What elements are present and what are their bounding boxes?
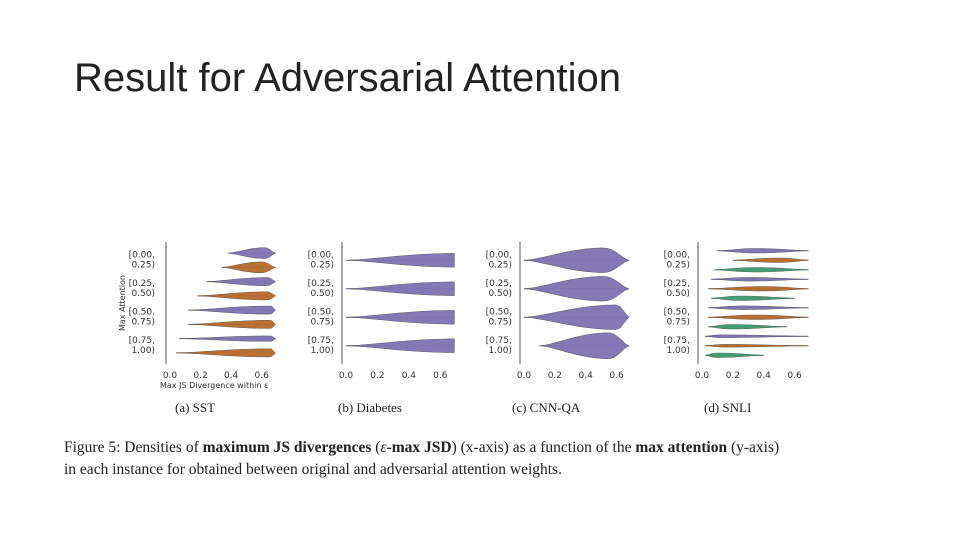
violin-orange	[176, 348, 276, 358]
violin-purple	[711, 277, 809, 282]
violin-purple	[523, 247, 630, 273]
subcaption-diabetes: (b) Diabetes	[338, 400, 402, 415]
y-tick-label: [0.25, 0.50)	[308, 279, 334, 299]
violin-green	[711, 295, 795, 301]
y-tick-label: [0.75, 1.00)	[486, 336, 512, 356]
x-tick-label: 0.4	[579, 371, 594, 381]
violin-purple	[179, 335, 276, 342]
y-tick-label: [0.25, 0.50)	[486, 279, 512, 299]
x-tick-label: 0.0	[695, 371, 710, 381]
figure-caption: Figure 5: Densities of maximum JS diverg…	[64, 437, 894, 481]
caption-text-2: (	[371, 439, 381, 456]
violin-orange	[708, 314, 809, 320]
caption-epsilon: ε	[380, 439, 387, 456]
subcaption-sst: (a) SST	[175, 400, 216, 415]
y-tick-label: [0.00, 0.25)	[486, 250, 512, 270]
violin-purple	[345, 310, 455, 325]
y-tick-label: [0.25, 0.50)	[129, 279, 155, 299]
y-tick-label: [0.00, 0.25)	[308, 250, 334, 270]
y-tick-label: [0.75, 1.00)	[664, 336, 690, 356]
violin-purple	[717, 248, 809, 254]
violin-orange	[188, 320, 276, 329]
x-tick-label: 0.6	[433, 371, 448, 381]
violin-purple	[523, 276, 630, 302]
x-tick-label: 0.6	[609, 371, 624, 381]
violin-green	[708, 324, 787, 330]
caption-bold-1: maximum JS divergences	[202, 439, 372, 456]
caption-fig-label: Figure 5:	[64, 439, 121, 456]
violin-purple	[708, 305, 809, 310]
x-axis-title: Max JS Divergence within ε	[160, 381, 268, 390]
x-tick-label: 0.4	[402, 371, 417, 381]
x-tick-label: 0.2	[726, 371, 740, 381]
violin-green	[705, 352, 764, 358]
violin-purple	[345, 338, 455, 353]
y-tick-label: [0.75, 1.00)	[308, 336, 334, 356]
violin-purple	[345, 281, 455, 296]
x-tick-label: 0.4	[757, 371, 772, 381]
violin-orange	[705, 344, 809, 348]
violin-orange	[732, 257, 809, 263]
x-tick-label: 0.2	[193, 371, 207, 381]
violin-orange	[708, 286, 809, 292]
y-tick-label: [0.00, 0.25)	[664, 250, 690, 270]
y-tick-label: [0.00, 0.25)	[129, 250, 155, 270]
violin-green	[714, 267, 809, 273]
caption-line-2: in each instance for obtained between or…	[64, 461, 562, 478]
x-tick-label: 0.0	[517, 371, 532, 381]
violin-purple	[188, 305, 276, 315]
x-tick-label: 0.4	[224, 371, 239, 381]
violin-purple	[228, 247, 276, 259]
y-tick-label: [0.75, 1.00)	[129, 336, 155, 356]
slide-title: Result for Adversarial Attention	[74, 56, 621, 100]
y-tick-label: [0.50, 0.75)	[664, 307, 690, 327]
subcaption-snli: (d) SNLI	[704, 400, 752, 415]
y-tick-label: [0.50, 0.75)	[486, 307, 512, 327]
y-axis-title: Max Attention	[118, 275, 127, 331]
x-tick-label: 0.6	[787, 371, 802, 381]
x-tick-label: 0.0	[339, 371, 354, 381]
violin-purple	[206, 277, 276, 286]
violin-orange	[197, 291, 276, 301]
subcaption-cnn-qa: (c) CNN-QA	[512, 400, 581, 415]
violin-purple	[539, 332, 630, 359]
violin-purple	[705, 334, 809, 338]
caption-text-4: (y-axis)	[727, 439, 780, 456]
x-tick-label: 0.0	[163, 371, 178, 381]
caption-text-1: Densities of	[120, 439, 203, 456]
caption-text-3: ) (x-axis) as a function of the	[451, 439, 636, 456]
y-tick-label: [0.50, 0.75)	[308, 307, 334, 327]
x-tick-label: 0.6	[255, 371, 270, 381]
violin-purple	[345, 253, 455, 268]
violin-purple	[523, 304, 630, 330]
violin-orange	[221, 261, 277, 273]
caption-bold-3: max attention	[635, 439, 728, 456]
y-tick-label: [0.50, 0.75)	[129, 307, 155, 327]
caption-bold-2: -max JSD	[386, 439, 452, 456]
x-tick-label: 0.2	[370, 371, 384, 381]
y-tick-label: [0.25, 0.50)	[664, 279, 690, 299]
x-tick-label: 0.2	[548, 371, 562, 381]
